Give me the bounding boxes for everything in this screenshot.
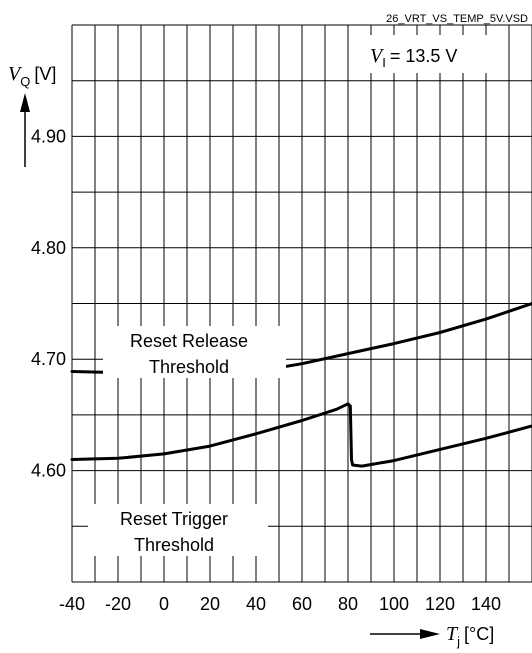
condition-box [355,35,495,73]
x-tick-label: -40 [59,594,85,614]
trigger-label-line1: Reset Trigger [120,509,228,529]
condition-label: VI = 13.5 V [370,45,457,70]
x-axis-arrow [370,629,440,639]
grid [71,24,532,583]
reset-trigger-curve [70,402,532,468]
y-axis-arrow [20,93,30,167]
y-tick-label: 4.80 [31,238,66,258]
x-tick-label: 60 [292,594,312,614]
trigger-label-line2: Threshold [134,535,214,555]
x-tick-label: 100 [379,594,409,614]
tick-labels: 4.90 4.80 4.70 4.60 -40 -20 0 20 40 60 80 100 120 140 [31,126,501,614]
x-tick-label: 120 [425,594,455,614]
x-tick-label: 40 [246,594,266,614]
x-axis-title: Tj [°C] [446,623,494,649]
release-label: Reset Release Threshold [103,326,286,378]
trigger-label: Reset Trigger Threshold [88,504,268,556]
file-label: 26_VRT_VS_TEMP_5V.VSD [386,13,528,25]
x-tick-label: -20 [105,594,131,614]
y-axis-title: VQ [V] [8,63,56,89]
y-tick-label: 4.70 [31,349,66,369]
release-label-line2: Threshold [149,357,229,377]
y-tick-label: 4.60 [31,461,66,481]
x-tick-label: 140 [471,594,501,614]
release-label-line1: Reset Release [130,331,248,351]
x-tick-label: 0 [159,594,169,614]
x-tick-label: 80 [338,594,358,614]
y-tick-label: 4.90 [31,126,66,146]
x-tick-label: 20 [200,594,220,614]
